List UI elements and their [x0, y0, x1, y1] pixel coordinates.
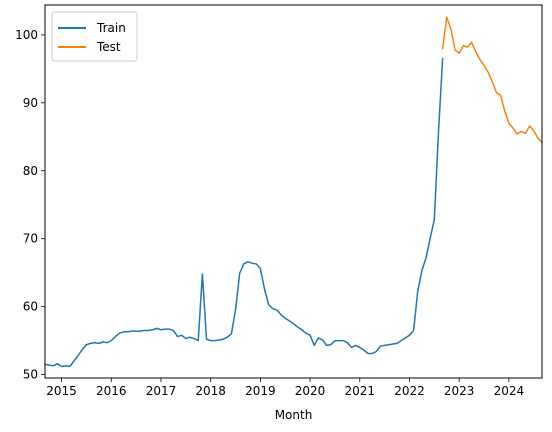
- x-tick-label: 2019: [245, 384, 276, 398]
- x-tick-label: 2021: [344, 384, 375, 398]
- x-tick-label: 2017: [146, 384, 177, 398]
- y-tick-label: 70: [23, 232, 38, 246]
- x-tick-label: 2016: [96, 384, 127, 398]
- x-axis: 2015 2016 2017 2018 2019 2020 2021 2022 2023 2024: [46, 378, 524, 398]
- plot-lines: [45, 17, 542, 366]
- x-axis-label: Month: [275, 408, 313, 422]
- legend-label-test: Test: [96, 40, 121, 54]
- legend-box: [52, 12, 137, 61]
- y-tick-label: 50: [23, 368, 38, 382]
- series-line-train: [45, 59, 443, 367]
- y-tick-label: 60: [23, 300, 38, 314]
- y-tick-label: 90: [23, 96, 38, 110]
- y-tick-label: 80: [23, 164, 38, 178]
- x-tick-label: 2022: [394, 384, 425, 398]
- x-tick-label: 2023: [444, 384, 475, 398]
- y-axis: 50 60 70 80 90 100: [15, 28, 45, 382]
- legend-label-train: Train: [96, 21, 126, 35]
- y-tick-label: 100: [15, 28, 38, 42]
- x-tick-label: 2024: [494, 384, 525, 398]
- x-tick-label: 2015: [46, 384, 77, 398]
- x-tick-label: 2018: [195, 384, 226, 398]
- legend: Train Test: [52, 12, 137, 61]
- x-tick-label: 2020: [295, 384, 326, 398]
- series-line-test: [443, 17, 542, 142]
